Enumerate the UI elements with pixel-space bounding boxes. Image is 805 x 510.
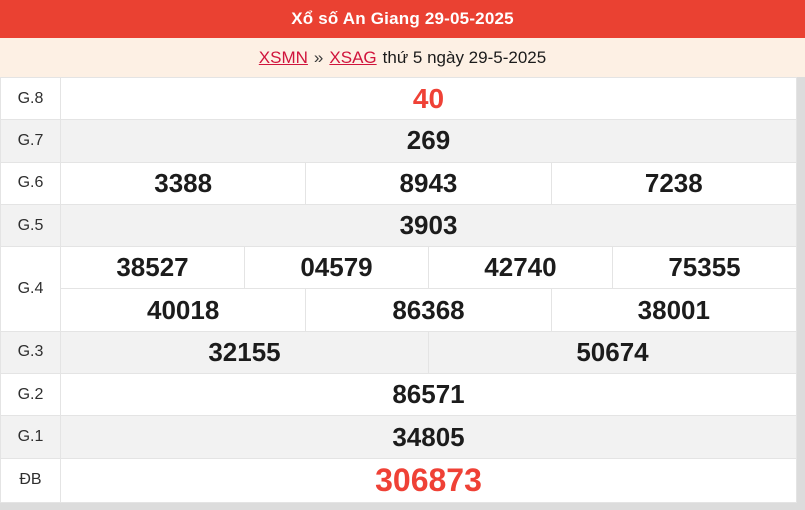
result-row-g2: G.2 86571 (0, 373, 797, 417)
result-row-g4-line2: 40018 86368 38001 (1, 288, 798, 332)
prize-value: 269 (60, 119, 797, 163)
prize-value: 40 (60, 76, 797, 121)
prize-value: 32155 (60, 330, 429, 375)
prize-label: G.7 (0, 119, 61, 163)
draw-date-text: thứ 5 ngày 29-5-2025 (382, 47, 547, 67)
prize-label: G.1 (0, 415, 61, 459)
prize-value: 3903 (60, 203, 797, 248)
title-bar: Xổ số An Giang 29-05-2025 (0, 0, 805, 38)
prize-value: 50674 (427, 330, 798, 375)
result-row-g3: G.3 32155 50674 (0, 330, 798, 375)
xsmn-link[interactable]: XSMN (258, 47, 308, 67)
prize-label: G.2 (0, 373, 61, 417)
result-row-db: ĐB 306873 (0, 457, 797, 504)
prize-value: 306873 (60, 457, 797, 504)
prize-label: G.6 (0, 161, 61, 205)
prize-value: 34805 (60, 415, 797, 459)
result-row-g4-line1: G.4 38527 04579 42740 75355 (0, 246, 798, 332)
result-row-g7: G.7 269 (0, 119, 797, 163)
result-row-g8: G.8 40 (0, 76, 797, 121)
xsag-link[interactable]: XSAG (329, 47, 377, 67)
prize-label: G.4 (0, 246, 61, 332)
prize-value: 40018 (59, 288, 307, 332)
breadcrumb: XSMN » XSAG thứ 5 ngày 29-5-2025 (0, 38, 805, 77)
result-row-g1: G.1 34805 (0, 415, 797, 459)
prize-value: 75355 (611, 246, 798, 290)
breadcrumb-separator: » (313, 47, 324, 67)
prize-value: 7238 (550, 161, 798, 205)
prize-value: 86368 (305, 288, 552, 332)
prize-label: ĐB (0, 457, 61, 504)
prize-value: 38001 (550, 288, 798, 332)
prize-label: G.3 (0, 330, 61, 375)
result-row-g6: G.6 3388 8943 7238 (0, 161, 798, 205)
prize-value: 3388 (59, 161, 307, 205)
prize-label: G.8 (0, 76, 61, 121)
prize-value: 86571 (60, 373, 797, 417)
prize-value: 38527 (60, 246, 245, 290)
results-table: G.8 40 G.7 269 G.6 3388 8943 7238 G.5 39… (0, 76, 798, 504)
prize-label: G.5 (0, 203, 61, 248)
prize-value: 42740 (427, 246, 613, 290)
page-title: Xổ số An Giang 29-05-2025 (291, 9, 514, 28)
result-row-g5: G.5 3903 (0, 203, 797, 248)
prize-value: 8943 (305, 161, 552, 205)
prize-value: 04579 (243, 246, 429, 290)
